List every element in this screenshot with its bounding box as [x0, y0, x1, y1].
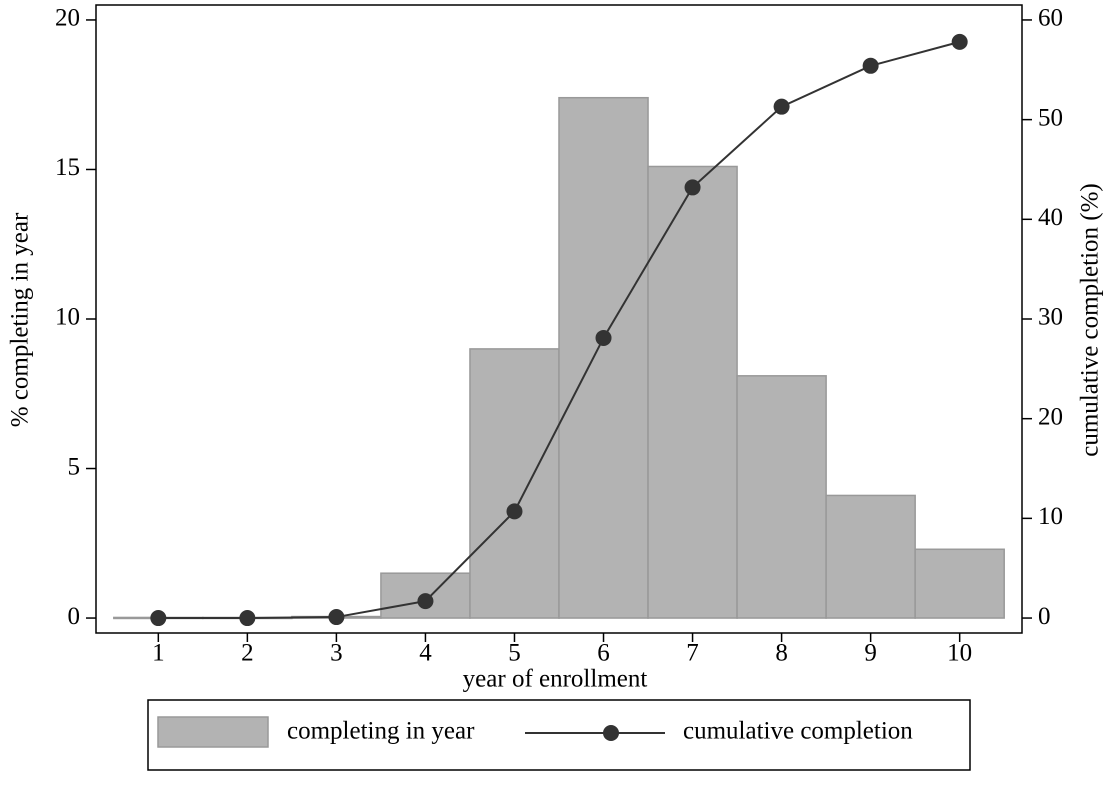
y2-tick-label: 50 — [1038, 104, 1063, 131]
x-tick-label: 4 — [419, 640, 432, 667]
legend-label: completing in year — [287, 718, 475, 745]
bar — [647, 165, 738, 619]
y-tick-label: 5 — [68, 453, 81, 480]
bar — [736, 375, 827, 619]
x-tick-label: 2 — [241, 640, 254, 667]
marker — [951, 33, 968, 50]
x-tick-label: 1 — [152, 640, 165, 667]
x-axis-title: year of enrollment — [463, 666, 648, 693]
x-tick-label: 8 — [775, 640, 788, 667]
line — [158, 40, 960, 620]
bar — [558, 96, 649, 619]
marker — [328, 609, 345, 626]
marker — [506, 503, 523, 520]
marker — [150, 610, 167, 627]
y2-tick-label: 40 — [1038, 204, 1063, 231]
x-tick-label: 10 — [947, 640, 972, 667]
y2-tick-label: 20 — [1038, 403, 1063, 430]
bar — [825, 494, 916, 619]
y-tick-label: 10 — [55, 304, 80, 331]
y2-axis-title: cumulative completion (%) — [1077, 183, 1104, 457]
marker — [417, 593, 434, 610]
y-tick-label: 20 — [55, 5, 80, 32]
y2-tick-label: 30 — [1038, 304, 1063, 331]
y-tick-label: 0 — [68, 603, 81, 630]
y-tick-label: 15 — [55, 154, 80, 181]
y2-tick-label: 60 — [1038, 5, 1063, 32]
legend-marker — [603, 725, 619, 741]
legend-label: cumulative completion — [683, 718, 913, 745]
bar — [914, 548, 1005, 619]
bar — [469, 348, 560, 619]
marker — [773, 98, 790, 115]
marker — [239, 610, 256, 627]
x-tick-label: 3 — [330, 640, 343, 667]
marker — [595, 329, 612, 346]
x-tick-label: 7 — [686, 640, 699, 667]
marker — [862, 57, 879, 74]
x-tick-label: 6 — [597, 640, 610, 667]
legend-box — [147, 699, 971, 771]
y2-tick-label: 0 — [1038, 603, 1051, 630]
x-tick-label: 5 — [508, 640, 521, 667]
y2-tick-label: 10 — [1038, 503, 1063, 530]
x-tick-label: 9 — [864, 640, 877, 667]
marker — [684, 179, 701, 196]
y-axis-title: % completing in year — [7, 212, 34, 427]
legend-swatch — [157, 716, 269, 748]
